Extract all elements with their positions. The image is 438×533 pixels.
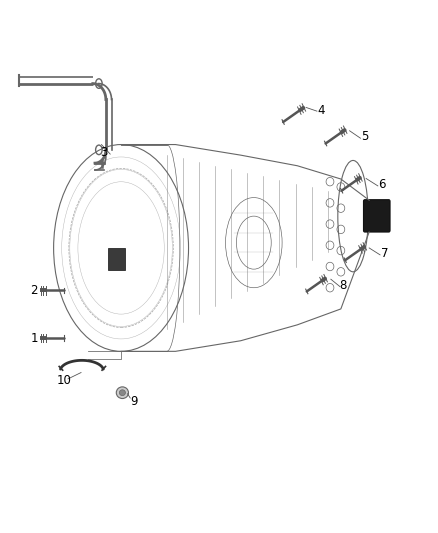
Text: 6: 6 [378, 178, 386, 191]
Ellipse shape [119, 390, 125, 395]
Text: 5: 5 [361, 130, 368, 143]
Text: 1: 1 [30, 332, 38, 344]
Ellipse shape [116, 387, 128, 399]
Text: 4: 4 [318, 103, 325, 117]
Text: 7: 7 [381, 247, 388, 260]
Text: 3: 3 [100, 146, 107, 159]
Bar [108, 248, 124, 270]
Text: 8: 8 [339, 279, 347, 292]
FancyBboxPatch shape [364, 200, 390, 232]
Text: 9: 9 [131, 395, 138, 408]
Text: 10: 10 [57, 374, 72, 387]
Text: 2: 2 [30, 284, 38, 297]
